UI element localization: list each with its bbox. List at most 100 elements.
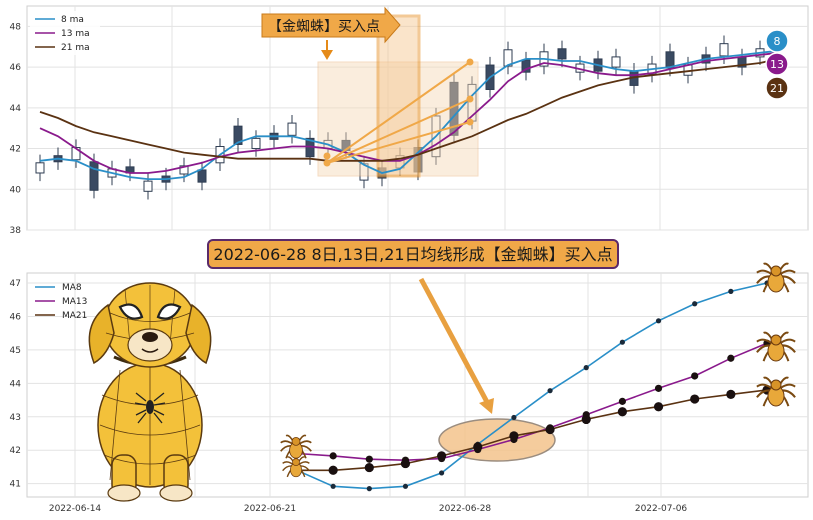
top-y-tick-label: 42 [10, 145, 21, 155]
legend-label-13ma: 13 ma [61, 29, 90, 39]
spider-decorations [280, 262, 796, 478]
bottom-y-tick-label: 46 [10, 312, 22, 322]
legend-label-ma8: MA8 [62, 283, 82, 293]
spider-icon [282, 456, 310, 478]
legend-label-ma13: MA13 [62, 297, 87, 307]
bottom-ma-point [619, 339, 625, 345]
bottom-ma-point [547, 388, 553, 394]
annotation-text: 2022-06-28 8日,13日,21日均线形成【金蜘蛛】买入点 [213, 245, 612, 264]
bottom-x-axis: 2022-06-14 2022-06-21 2022-06-28 2022-07-06 [49, 504, 688, 514]
bottom-x-tick-label: 2022-07-06 [635, 504, 688, 514]
bottom-ma-point [329, 452, 337, 460]
bottom-ma-point [545, 424, 555, 435]
bottom-y-tick-label: 47 [10, 279, 21, 289]
arrow-shaft [418, 277, 490, 404]
top-ma-lines [39, 49, 779, 180]
candle-body [89, 161, 99, 191]
badge-21 [765, 76, 789, 100]
ma-end-badges: 8 13 21 [765, 29, 789, 100]
bottom-ma-point [402, 483, 409, 489]
bottom-ma-line [296, 342, 768, 462]
bottom-ma-point [366, 486, 372, 492]
annotation-banner: 2022-06-28 8日,13日,21日均线形成【金蜘蛛】买入点 [207, 239, 619, 269]
bottom-ma-point [727, 354, 735, 362]
candle-body [287, 122, 297, 136]
buy-point-callout: 【金蜘蛛】买入点 [261, 6, 401, 60]
connector-line-13 [326, 98, 471, 164]
connector-dot [323, 159, 331, 167]
spider-dog-icon [88, 282, 212, 502]
badge-21-label: 21 [770, 82, 784, 95]
top-y-tick-label: 44 [10, 104, 22, 114]
bottom-legend: MA8 MA13 MA21 [35, 283, 87, 321]
candle-body [251, 137, 261, 150]
top-y-axis: 38 40 42 44 46 48 [10, 22, 22, 236]
bottom-y-tick-label: 44 [10, 379, 22, 389]
legend-label-ma21: MA21 [62, 311, 87, 321]
bottom-y-axis: 41 42 43 44 45 46 47 [10, 279, 22, 490]
golden-zone-narrow [376, 14, 421, 178]
annotation-box [207, 239, 619, 269]
bottom-ma-point [617, 407, 627, 417]
badge-8 [765, 29, 789, 53]
bottom-y-tick-label: 41 [10, 480, 21, 490]
candle-body [197, 169, 207, 183]
candle-body [413, 147, 423, 173]
spider-icon [756, 262, 796, 293]
top-grid [27, 6, 808, 231]
connector-line-21 [326, 121, 471, 164]
connector-dot [466, 95, 474, 103]
connector-dot [466, 118, 474, 126]
arrow-head-icon [479, 398, 494, 414]
badge-13-label: 13 [770, 58, 784, 71]
bottom-ma-point [653, 402, 664, 412]
bottom-ma-point [581, 414, 591, 425]
annotation-arrow [418, 277, 494, 414]
top-y-tick-label: 46 [10, 63, 22, 73]
spider-icon [756, 331, 796, 362]
badge-13 [765, 52, 789, 76]
candle-body [719, 43, 729, 57]
candle-body [233, 125, 243, 145]
bottom-ma-point [400, 458, 411, 469]
legend-label-21ma: 21 ma [61, 43, 90, 53]
candle-body [557, 48, 567, 60]
spider-icon [280, 434, 312, 459]
bottom-ma-point [439, 470, 445, 476]
candle-body [143, 180, 153, 192]
bottom-ma-point [690, 394, 700, 404]
bottom-ma-line [297, 389, 768, 472]
callout-arrow-shape [261, 6, 401, 44]
top-plot-frame [26, 5, 809, 231]
connector-dot [323, 152, 331, 160]
candle-body [179, 165, 189, 175]
bottom-ma-point [365, 455, 373, 463]
bottom-ma-point [437, 451, 447, 461]
candle-body [521, 59, 531, 73]
candle-body [35, 162, 45, 174]
spider-icon [756, 376, 796, 407]
bottom-ma-point [692, 301, 698, 307]
connector-dot [466, 58, 474, 66]
bottom-ma-point [511, 414, 517, 421]
top-ma-line [39, 58, 779, 162]
bottom-ma-point [728, 288, 734, 294]
bottom-ma-point [364, 462, 374, 473]
bottom-ma-point [654, 384, 663, 392]
golden-cross-ellipse [438, 418, 556, 462]
badge-8-label: 8 [774, 35, 781, 48]
connector-line-8 [326, 61, 471, 164]
bottom-ma-point [509, 431, 519, 441]
candle-body [665, 51, 675, 69]
golden-connector-lines [323, 58, 474, 167]
bottom-ma-point [691, 372, 699, 380]
bottom-x-tick-label: 2022-06-21 [244, 504, 296, 514]
bottom-ma-point [330, 483, 336, 489]
bottom-ma-point [328, 465, 338, 475]
bottom-x-tick-label: 2022-06-14 [49, 504, 102, 514]
legend-label-8ma: 8 ma [61, 15, 84, 25]
bottom-ma-point [655, 318, 662, 324]
top-y-tick-label: 40 [10, 185, 22, 195]
bottom-ma-lines [292, 280, 772, 492]
